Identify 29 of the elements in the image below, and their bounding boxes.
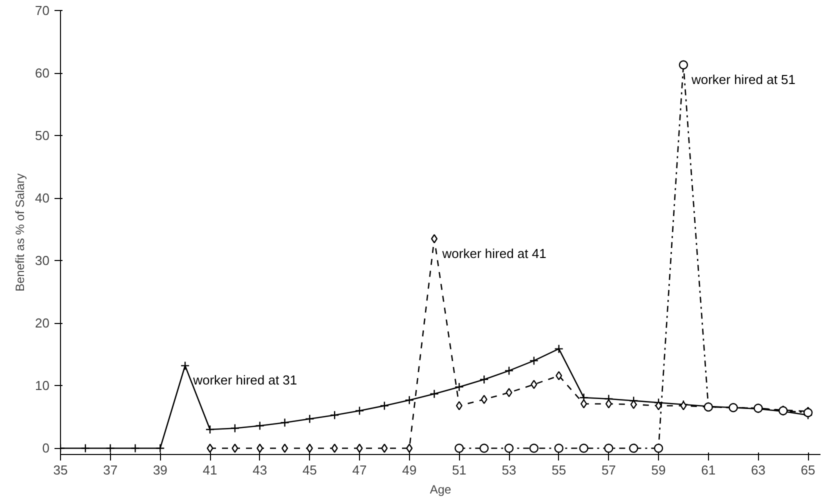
x-tick-label: 61 [701,462,716,478]
x-tick-label: 65 [800,462,816,478]
y-tick-label: 60 [35,66,50,81]
x-tick-label: 55 [552,462,566,478]
y-tick-label: 40 [35,190,50,206]
annotation: worker hired at 41 [441,246,546,261]
y-tick-label: 30 [35,253,50,268]
x-tick-label: 57 [601,462,616,478]
x-tick-label: 37 [103,462,118,478]
x-axis-title: Age [430,482,452,496]
x-tick-label: 47 [352,462,367,478]
x-tick-label: 51 [452,462,466,478]
annotation: worker hired at 51 [690,72,796,87]
y-tick-label: 0 [42,440,50,456]
y-tick-label: 70 [35,3,50,18]
x-tick-label: 43 [252,462,268,478]
y-tick-label: 20 [35,316,50,331]
x-tick-label: 41 [202,462,218,478]
x-tick-label: 49 [402,462,417,478]
x-tick-label: 35 [53,462,68,478]
x-tick-label: 45 [302,462,317,478]
x-tick-label: 59 [651,462,666,478]
y-tick-label: 10 [35,378,50,394]
y-tick-label: 50 [35,128,50,144]
annotation: worker hired at 31 [192,372,298,388]
x-tick-label: 63 [750,462,766,478]
x-tick-label: 53 [502,462,516,478]
x-tick-label: 39 [152,462,168,478]
y-axis-title: Benefit as % of Salary [13,173,28,292]
